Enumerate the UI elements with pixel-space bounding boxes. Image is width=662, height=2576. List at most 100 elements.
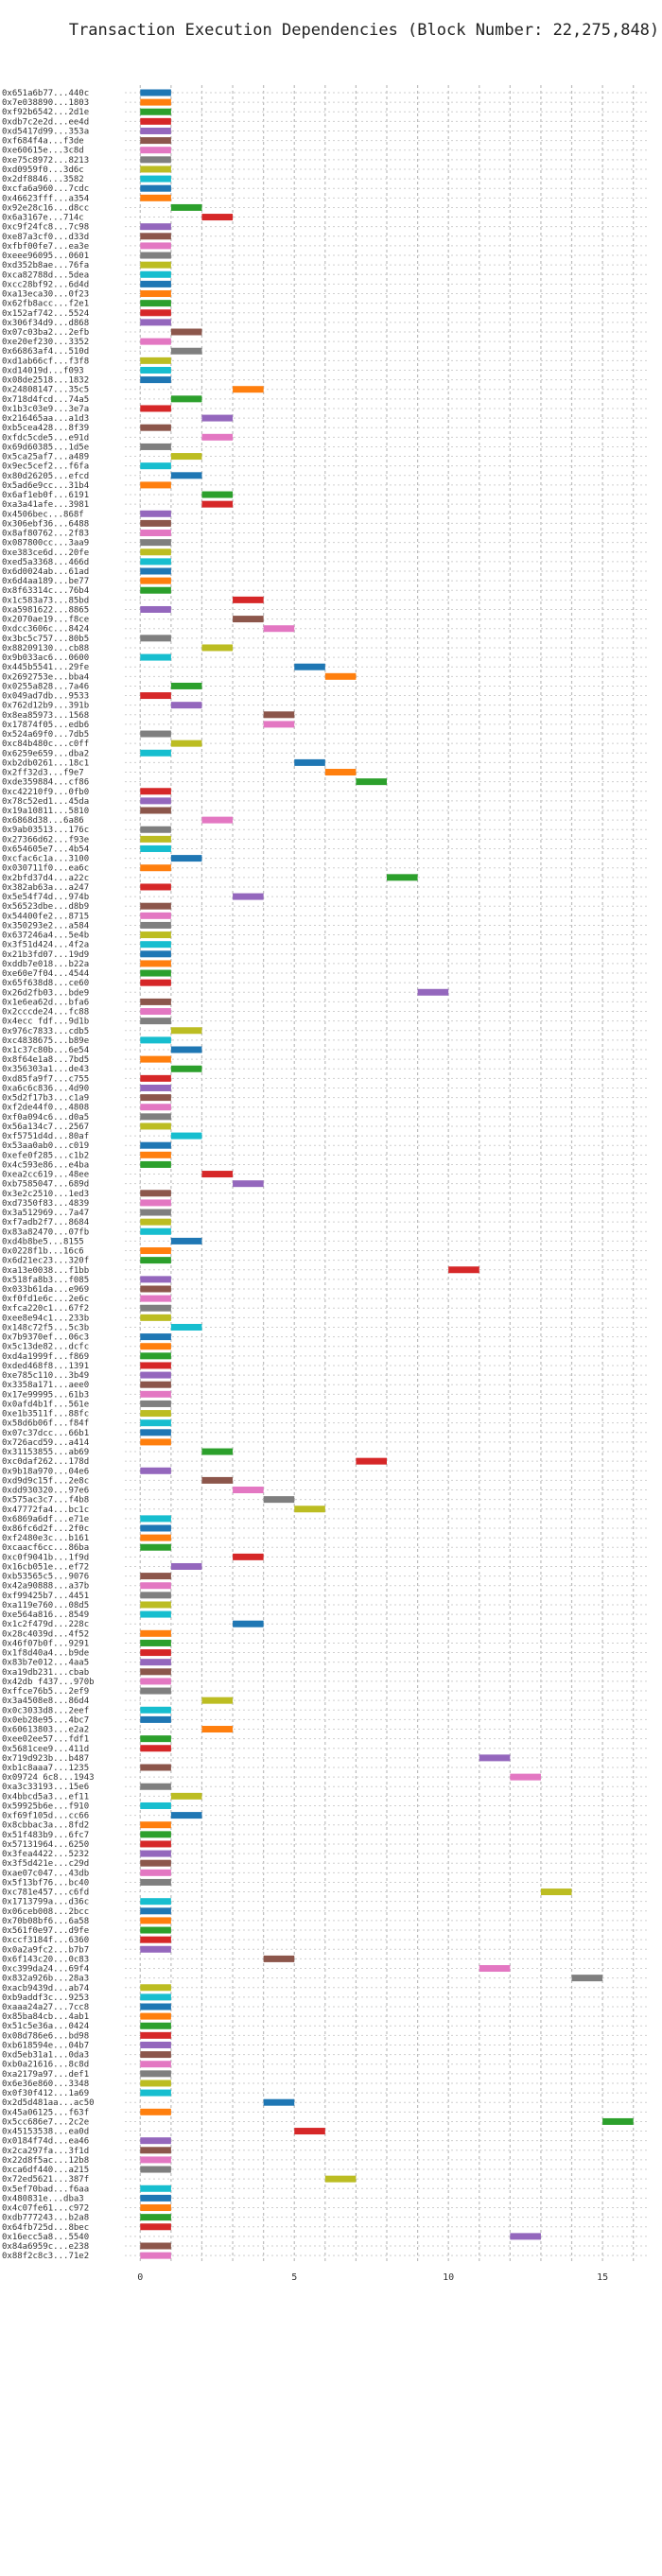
tx-bar bbox=[140, 2012, 171, 2020]
y-tick-label: 0x6d0024ab...61ad bbox=[2, 567, 89, 577]
tx-bar bbox=[170, 702, 202, 709]
tx-bar bbox=[140, 692, 171, 700]
tx-bar bbox=[140, 165, 171, 173]
y-tick-label: 0xb1c8aaa7...1235 bbox=[2, 1764, 89, 1773]
tx-bar bbox=[140, 1592, 171, 1599]
y-tick-label: 0x6869a6df...e71e bbox=[2, 1515, 89, 1524]
tx-bar bbox=[140, 1400, 171, 1407]
y-tick-label: 0x56523dbe...d8b9 bbox=[2, 902, 89, 912]
y-tick-label: 0x78c52ed1...45da bbox=[2, 797, 89, 807]
tx-bar bbox=[140, 1123, 171, 1130]
tx-bar bbox=[140, 1209, 171, 1216]
y-tick-label: 0x480831e...dba3 bbox=[2, 2194, 84, 2203]
tx-bar bbox=[140, 2252, 171, 2259]
y-tick-label: 0x3fea4422...5232 bbox=[2, 1850, 89, 1859]
y-tick-label: 0x59925b6e...f910 bbox=[2, 1801, 89, 1811]
tx-bar bbox=[140, 730, 171, 738]
tx-bar bbox=[140, 1247, 171, 1255]
tx-bar bbox=[140, 1917, 171, 1924]
tx-bar bbox=[140, 1639, 171, 1646]
tx-bar bbox=[140, 462, 171, 470]
tx-bar bbox=[140, 1878, 171, 1886]
tx-bar bbox=[233, 1620, 264, 1627]
y-tick-label: 0x19a10811...5810 bbox=[2, 807, 89, 816]
y-tick-label: 0x8f63314c...76b4 bbox=[2, 586, 89, 596]
y-tick-label: 0xa13eca30...0f23 bbox=[2, 290, 89, 300]
tx-bar bbox=[170, 1323, 202, 1331]
y-tick-label: 0x83b7e012...4aa5 bbox=[2, 1659, 89, 1668]
tx-bar bbox=[140, 290, 171, 298]
y-tick-label: 0xf2480e3c...b161 bbox=[2, 1534, 89, 1543]
y-tick-label: 0xa119e760...08d5 bbox=[2, 1601, 89, 1610]
y-tick-label: 0x524a69f0...7db5 bbox=[2, 730, 89, 740]
y-tick-label: 0x24808147...35c5 bbox=[2, 386, 89, 395]
y-tick-label: 0xeee96095...0601 bbox=[2, 252, 89, 261]
tx-bar bbox=[140, 539, 171, 547]
y-tick-label: 0xacb9439d...ab74 bbox=[2, 1984, 89, 1993]
tx-bar bbox=[263, 1955, 295, 1962]
y-tick-label: 0x0228f1b...16c6 bbox=[2, 1247, 84, 1257]
tx-bar bbox=[140, 1074, 171, 1082]
tx-bar bbox=[140, 2051, 171, 2059]
y-tick-label: 0x5cc686e7...2c2e bbox=[2, 2117, 89, 2127]
y-tick-label: 0xc9f24fc8...7c98 bbox=[2, 223, 89, 233]
tx-bar bbox=[263, 1496, 295, 1504]
tx-bar bbox=[201, 214, 234, 221]
y-tick-label: 0x6d21ec23...320f bbox=[2, 1257, 89, 1266]
tx-bar bbox=[140, 2061, 171, 2068]
tx-bar bbox=[140, 653, 171, 661]
tx-bar bbox=[140, 184, 171, 192]
tx-bar bbox=[140, 826, 171, 833]
tx-bar bbox=[140, 309, 171, 317]
tx-bar bbox=[140, 1850, 171, 1857]
tx-bar bbox=[140, 2137, 171, 2145]
tx-bar bbox=[140, 2194, 171, 2202]
y-tick-label: 0x1e6ea62d...bfa6 bbox=[2, 998, 89, 1007]
tx-bar bbox=[140, 194, 171, 201]
y-tick-label: 0x54400fe2...8715 bbox=[2, 912, 89, 921]
tx-bar bbox=[140, 912, 171, 919]
y-tick-label: 0x5ca25af7...a489 bbox=[2, 453, 89, 462]
tx-bar bbox=[140, 137, 171, 145]
y-tick-label: 0xa6c6c836...4d90 bbox=[2, 1084, 89, 1093]
tx-bar bbox=[140, 586, 171, 594]
tx-bar bbox=[263, 721, 295, 728]
tx-bar bbox=[170, 1792, 202, 1800]
tx-bar bbox=[170, 1132, 202, 1140]
tx-bar bbox=[233, 616, 264, 623]
tx-bar bbox=[140, 2003, 171, 2010]
tx-bar bbox=[140, 2166, 171, 2173]
y-tick-label: 0xc0f9041b...1f9d bbox=[2, 1553, 89, 1562]
tx-bar bbox=[140, 1141, 171, 1149]
y-tick-label: 0x07c03ba2...2efb bbox=[2, 328, 89, 338]
y-tick-label: 0x9b18a970...04e6 bbox=[2, 1467, 89, 1476]
tx-bar bbox=[140, 797, 171, 805]
tx-bar bbox=[140, 127, 171, 134]
y-tick-label: 0x80d26205...efcd bbox=[2, 472, 89, 481]
tx-bar bbox=[140, 998, 171, 1005]
tx-bar bbox=[140, 2031, 171, 2039]
y-tick-label: 0x356303a1...de43 bbox=[2, 1065, 89, 1074]
tx-bar bbox=[140, 1859, 171, 1867]
y-tick-label: 0x445b5541...29fe bbox=[2, 663, 89, 672]
y-tick-label: 0x654605e7...4b54 bbox=[2, 844, 89, 854]
tx-bar bbox=[233, 1180, 264, 1188]
tx-bar bbox=[263, 711, 295, 719]
y-tick-label: 0xb2db0261...18c1 bbox=[2, 758, 89, 768]
tx-bar bbox=[140, 577, 171, 584]
tx-bar bbox=[448, 1266, 479, 1274]
tx-bar bbox=[140, 300, 171, 307]
y-tick-label: 0x69d60385...1d5e bbox=[2, 443, 89, 452]
tx-bar bbox=[140, 2089, 171, 2097]
tx-bar bbox=[201, 644, 234, 652]
y-tick-label: 0x7e038890...1803 bbox=[2, 98, 89, 108]
y-tick-label: 0xdb7c2e2d...ee4d bbox=[2, 117, 89, 127]
tx-bar bbox=[140, 2070, 171, 2078]
y-tick-label: 0xf92b6542...2d1e bbox=[2, 108, 89, 117]
y-tick-label: 0x0f30f412...1a69 bbox=[2, 2089, 89, 2098]
tx-bar bbox=[140, 1227, 171, 1235]
y-tick-label: 0xe87a3cf0...d33d bbox=[2, 233, 89, 242]
y-tick-label: 0x6259e659...dba2 bbox=[2, 749, 89, 758]
y-tick-label: 0x0c3033d8...2eef bbox=[2, 1706, 89, 1715]
tx-bar bbox=[140, 1371, 171, 1379]
